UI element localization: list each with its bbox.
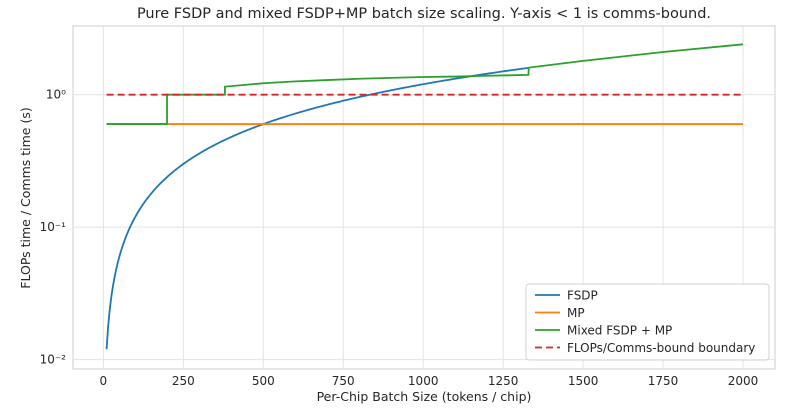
series-line-0: [105, 66, 529, 350]
legend-label-1: MP: [567, 306, 585, 320]
x-tick-label: 1500: [568, 374, 599, 388]
x-tick-label: 1750: [648, 374, 679, 388]
y-tick-label: 10⁰: [46, 88, 66, 102]
series-lines: [105, 43, 744, 350]
x-tick-label: 750: [332, 374, 355, 388]
y-tick-label: 10⁻²: [40, 353, 67, 367]
x-tick-label: 250: [172, 374, 195, 388]
x-tick-label: 500: [252, 374, 275, 388]
x-tick-labels: 0 250 500 750 1000 1250 1500 1750 2000: [100, 374, 759, 388]
x-axis-label: Per-Chip Batch Size (tokens / chip): [317, 389, 532, 404]
series-line-2: [106, 43, 744, 125]
y-tick-labels: 10⁻² 10⁻¹ 10⁰: [40, 88, 67, 367]
x-tick-label: 1000: [408, 374, 439, 388]
legend-box: [525, 283, 770, 361]
x-tick-label: 1250: [488, 374, 519, 388]
legend: FSDP MP Mixed FSDP + MP FLOPs/Comms-bound b…: [525, 283, 770, 361]
y-tick-label: 10⁻¹: [40, 220, 67, 234]
x-tick-label: 0: [100, 374, 108, 388]
legend-label-2: Mixed FSDP + MP: [567, 324, 672, 338]
legend-label-0: FSDP: [567, 289, 598, 303]
legend-label-3: FLOPs/Comms-bound boundary: [567, 341, 755, 355]
chart-title: Pure FSDP and mixed FSDP+MP batch size s…: [137, 6, 711, 22]
y-axis-label: FLOPs time / Comms time (s): [18, 107, 33, 288]
x-tick-label: 2000: [728, 374, 759, 388]
